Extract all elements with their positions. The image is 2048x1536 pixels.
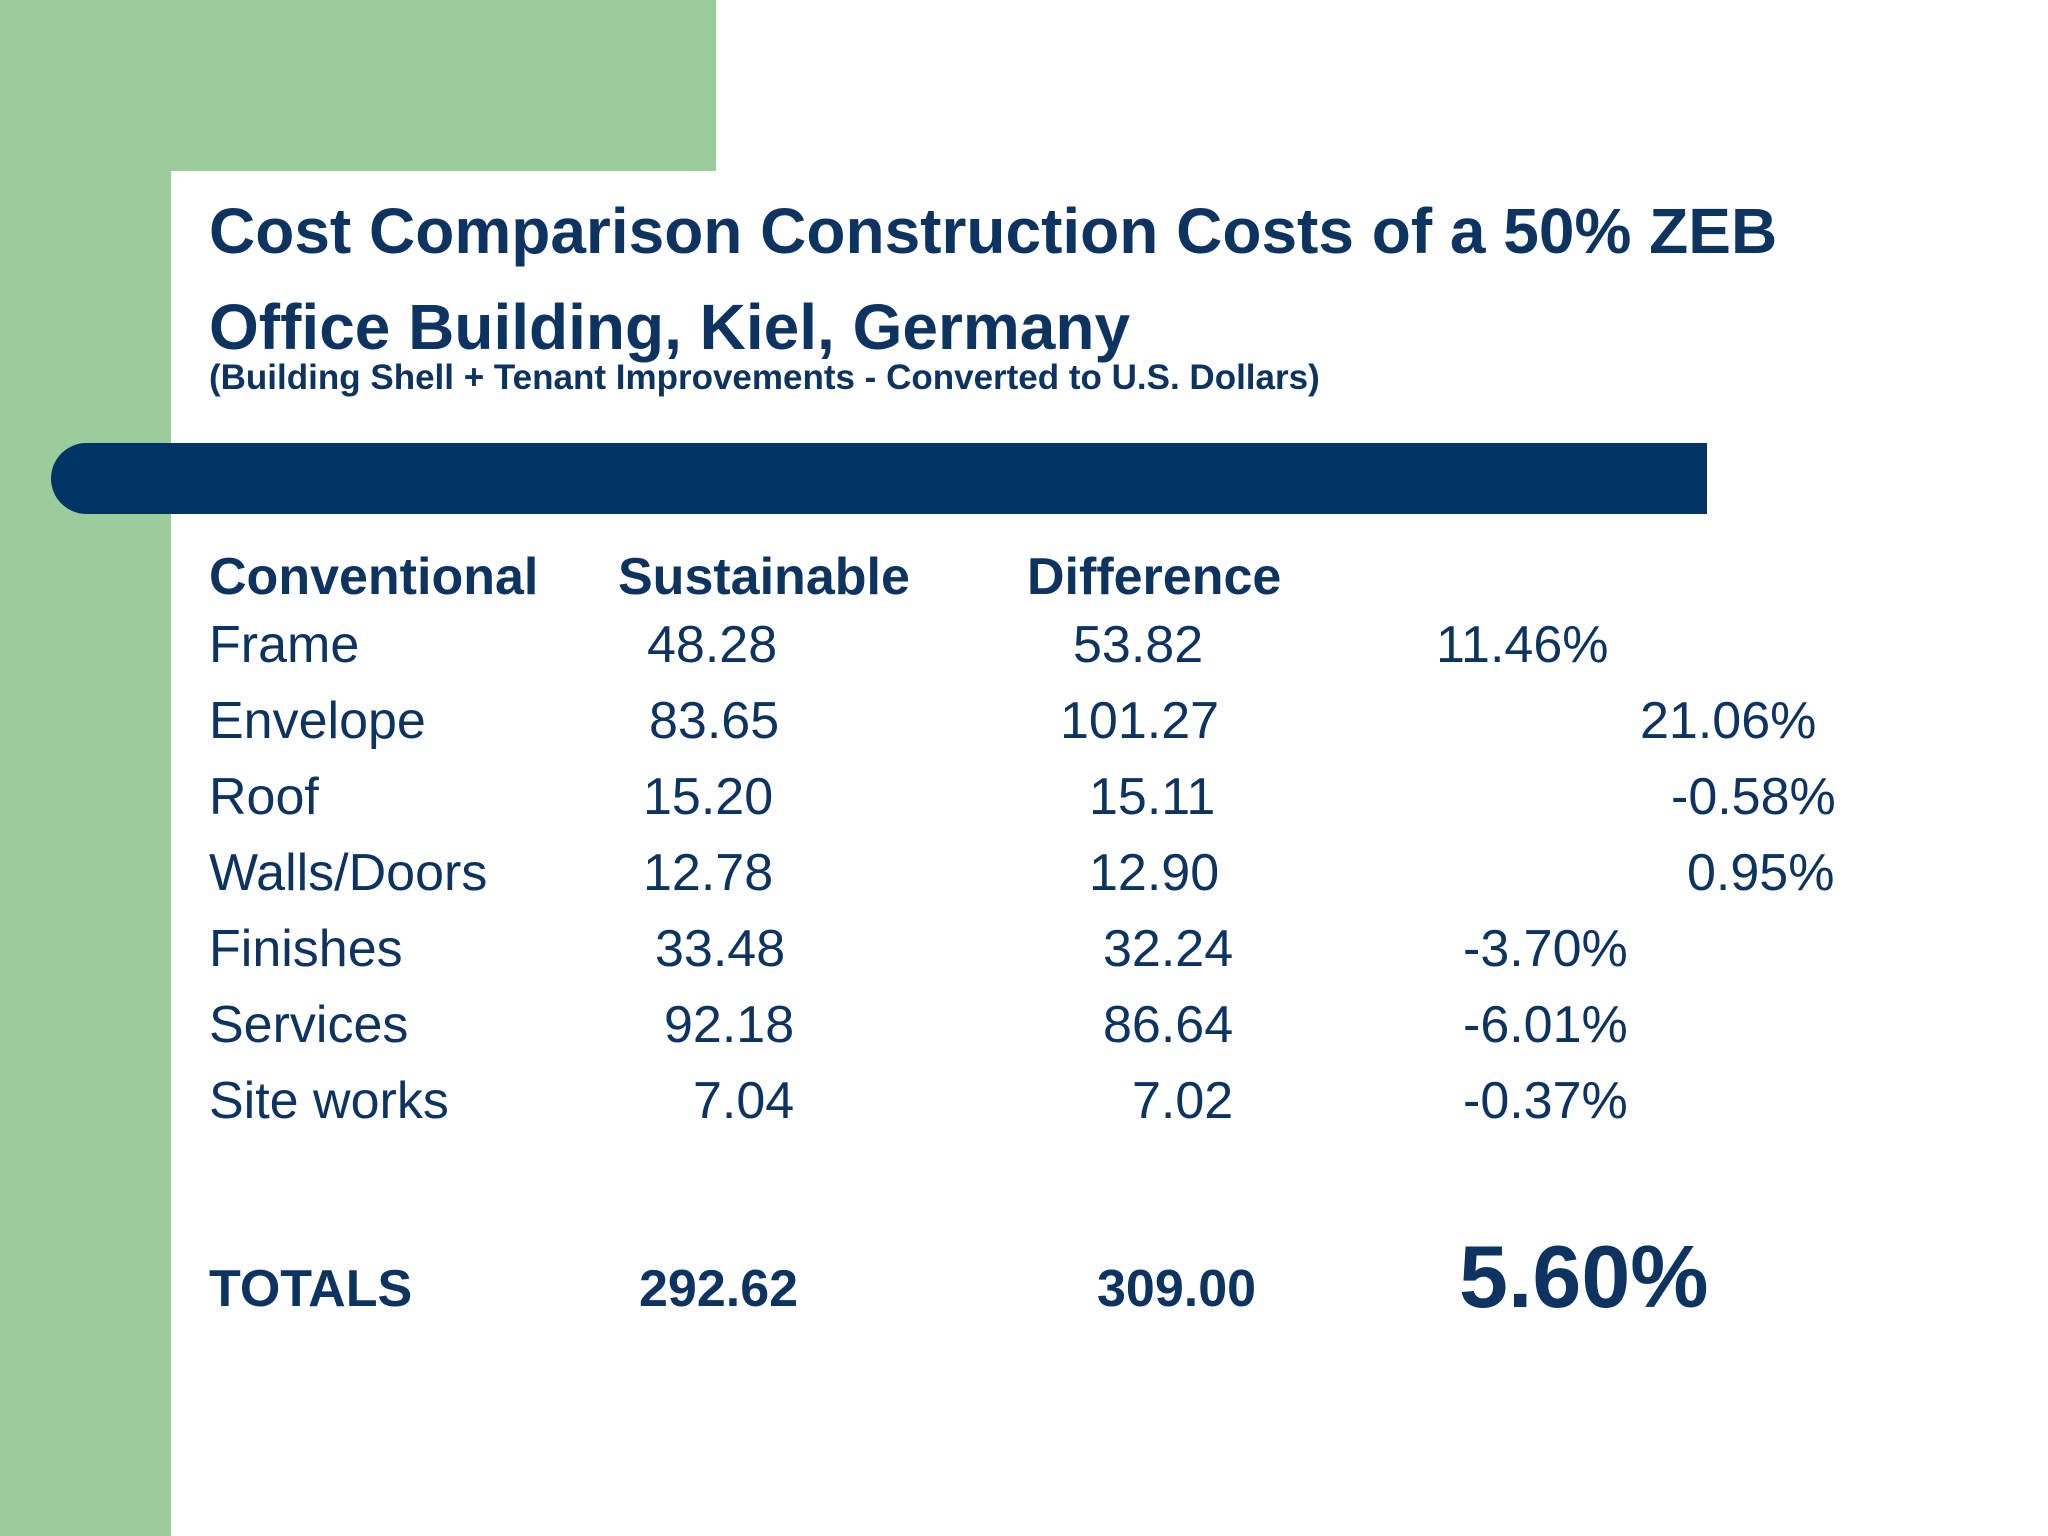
row-label: Finishes xyxy=(209,920,403,978)
row-label: Walls/Doors xyxy=(209,844,488,902)
content-card xyxy=(171,171,2048,1536)
row-label: Site works xyxy=(209,1072,449,1130)
difference-value: 0.95% xyxy=(1687,844,1835,902)
conventional-value: 48.28 xyxy=(647,616,778,674)
difference-value: -3.70% xyxy=(1463,920,1628,978)
sustainable-value: 53.82 xyxy=(1073,616,1204,674)
row-label: Roof xyxy=(209,768,319,826)
row-label: Services xyxy=(209,996,409,1054)
column-header-conventional: Conventional xyxy=(209,548,539,606)
difference-value: -0.58% xyxy=(1671,768,1836,826)
difference-value: -0.37% xyxy=(1463,1072,1628,1130)
sustainable-value: 101.27 xyxy=(1060,692,1220,750)
green-accent-band-top xyxy=(0,0,716,171)
sustainable-value: 86.64 xyxy=(1103,996,1234,1054)
conventional-value: 92.18 xyxy=(664,996,795,1054)
totals-sustainable: 309.00 xyxy=(1097,1260,1257,1318)
column-header-sustainable: Sustainable xyxy=(618,548,910,606)
sustainable-value: 32.24 xyxy=(1103,920,1234,978)
slide-subtitle: (Building Shell + Tenant Improvements - … xyxy=(209,358,1320,397)
sustainable-value: 12.90 xyxy=(1089,844,1220,902)
totals-conventional: 292.62 xyxy=(639,1260,799,1318)
totals-label: TOTALS xyxy=(209,1260,413,1318)
slide-title: Cost Comparison Construction Costs of a … xyxy=(209,195,1778,363)
difference-value: -6.01% xyxy=(1463,996,1628,1054)
sustainable-value: 7.02 xyxy=(1132,1072,1234,1130)
conventional-value: 33.48 xyxy=(655,920,786,978)
conventional-value: 7.04 xyxy=(693,1072,795,1130)
difference-value: 11.46% xyxy=(1436,616,1609,674)
conventional-value: 12.78 xyxy=(643,844,774,902)
title-divider-bar xyxy=(51,443,1707,514)
row-label: Frame xyxy=(209,616,360,674)
green-accent-band-left xyxy=(0,0,171,1536)
row-label: Envelope xyxy=(209,692,426,750)
sustainable-value: 15.11 xyxy=(1089,768,1216,826)
column-header-difference: Difference xyxy=(1027,548,1282,606)
difference-value: 21.06% xyxy=(1640,692,1817,750)
totals-difference: 5.60% xyxy=(1459,1227,1709,1326)
conventional-value: 15.20 xyxy=(643,768,774,826)
conventional-value: 83.65 xyxy=(649,692,780,750)
